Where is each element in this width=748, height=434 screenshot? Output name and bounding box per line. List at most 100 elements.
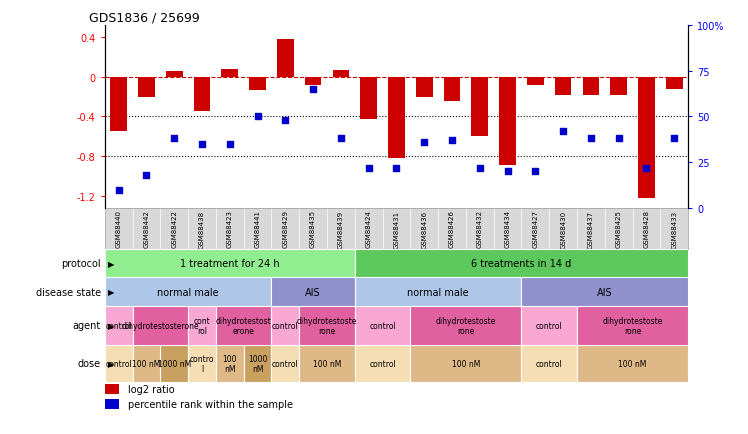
Text: dose: dose	[78, 358, 101, 368]
Point	[251, 114, 263, 121]
Bar	[299, 306, 355, 345]
Text: contro
l: contro l	[190, 354, 214, 373]
Text: AIS: AIS	[597, 287, 613, 297]
Point	[307, 86, 319, 93]
Bar	[521, 278, 688, 306]
Text: control: control	[272, 321, 298, 330]
Bar	[277, 40, 294, 78]
Text: GSM88425: GSM88425	[616, 210, 622, 248]
Text: dihydrotestoste
rone: dihydrotestoste rone	[297, 316, 358, 335]
Bar	[638, 78, 654, 198]
Text: 1000
nM: 1000 nM	[248, 354, 267, 373]
Text: ▶: ▶	[108, 287, 115, 296]
Text: GSM88438: GSM88438	[199, 210, 205, 248]
Text: log2 ratio: log2 ratio	[128, 384, 175, 394]
Text: GSM88429: GSM88429	[282, 210, 288, 248]
Bar	[188, 345, 216, 382]
Text: GDS1836 / 25699: GDS1836 / 25699	[89, 12, 200, 25]
Text: GSM88426: GSM88426	[449, 210, 455, 248]
Bar	[411, 345, 521, 382]
Bar	[521, 345, 577, 382]
Text: GSM88441: GSM88441	[254, 210, 260, 248]
Bar	[110, 78, 127, 132]
Text: GSM88439: GSM88439	[338, 210, 344, 248]
Text: 100 nM: 100 nM	[132, 359, 161, 368]
Bar	[272, 345, 299, 382]
Text: control: control	[370, 359, 396, 368]
Point	[640, 165, 652, 172]
Bar	[221, 69, 238, 78]
Bar	[132, 345, 160, 382]
Text: 6 treatments in 14 d: 6 treatments in 14 d	[471, 259, 571, 269]
Point	[418, 139, 430, 146]
Bar	[105, 250, 355, 278]
Point	[446, 138, 458, 145]
Text: GSM88432: GSM88432	[476, 210, 482, 248]
Text: GSM88431: GSM88431	[393, 210, 399, 248]
Text: GSM88435: GSM88435	[310, 210, 316, 248]
Point	[390, 165, 402, 172]
Bar	[216, 345, 244, 382]
Text: dihydrotestosterone: dihydrotestosterone	[121, 321, 199, 330]
Bar	[527, 78, 544, 85]
Point	[613, 135, 625, 142]
Point	[557, 128, 569, 135]
Text: agent: agent	[73, 321, 101, 330]
Bar	[105, 384, 120, 394]
Text: control: control	[536, 321, 562, 330]
Text: ▶: ▶	[108, 259, 115, 268]
Text: GSM88442: GSM88442	[144, 210, 150, 248]
Text: GSM88427: GSM88427	[533, 210, 539, 248]
Text: control: control	[536, 359, 562, 368]
Text: GSM88436: GSM88436	[421, 210, 427, 248]
Point	[585, 135, 597, 142]
Point	[473, 165, 485, 172]
Bar	[521, 306, 577, 345]
Bar	[583, 78, 599, 95]
Text: GSM88433: GSM88433	[671, 210, 677, 248]
Text: GSM88437: GSM88437	[588, 210, 594, 248]
Text: control: control	[272, 359, 298, 368]
Point	[279, 117, 291, 124]
Text: percentile rank within the sample: percentile rank within the sample	[128, 400, 293, 409]
Bar	[188, 306, 216, 345]
Bar	[105, 345, 132, 382]
Bar	[471, 78, 488, 137]
Text: dihydrotestoste
rone: dihydrotestoste rone	[435, 316, 496, 335]
Point	[530, 168, 542, 175]
Text: ▶: ▶	[108, 359, 115, 368]
Bar	[499, 78, 516, 166]
Bar	[105, 306, 132, 345]
Bar	[132, 306, 188, 345]
Text: GSM88434: GSM88434	[505, 210, 511, 248]
Bar	[444, 78, 460, 101]
Point	[113, 187, 125, 194]
Bar	[160, 345, 188, 382]
Bar	[272, 306, 299, 345]
Text: control: control	[370, 321, 396, 330]
Bar	[411, 306, 521, 345]
Bar	[388, 78, 405, 159]
Bar	[555, 78, 571, 95]
Bar	[299, 345, 355, 382]
Point	[335, 135, 347, 142]
Bar	[355, 306, 411, 345]
Text: 100
nM: 100 nM	[222, 354, 237, 373]
Text: 100 nM: 100 nM	[619, 359, 647, 368]
Bar	[577, 345, 688, 382]
Bar	[610, 78, 627, 95]
Point	[224, 141, 236, 148]
Bar	[666, 78, 683, 89]
Bar	[355, 250, 688, 278]
Text: control: control	[105, 321, 132, 330]
Text: control: control	[105, 359, 132, 368]
Bar	[249, 78, 266, 90]
Bar	[105, 400, 120, 409]
Bar	[304, 78, 322, 85]
Text: 1 treatment for 24 h: 1 treatment for 24 h	[180, 259, 280, 269]
Bar	[355, 345, 411, 382]
Text: 1000 nM: 1000 nM	[158, 359, 191, 368]
Text: AIS: AIS	[305, 287, 321, 297]
Bar	[272, 278, 355, 306]
Text: dihydrotestost
erone: dihydrotestost erone	[215, 316, 272, 335]
